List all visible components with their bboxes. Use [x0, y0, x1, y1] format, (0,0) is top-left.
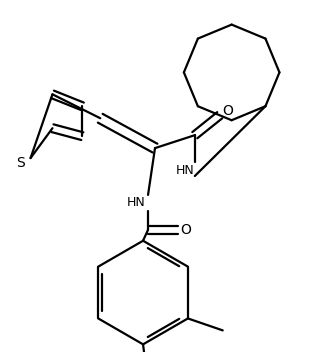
- Text: S: S: [16, 156, 25, 170]
- Text: HN: HN: [175, 163, 194, 176]
- Text: HN: HN: [127, 196, 145, 209]
- Text: O: O: [180, 223, 191, 237]
- Text: O: O: [222, 104, 233, 118]
